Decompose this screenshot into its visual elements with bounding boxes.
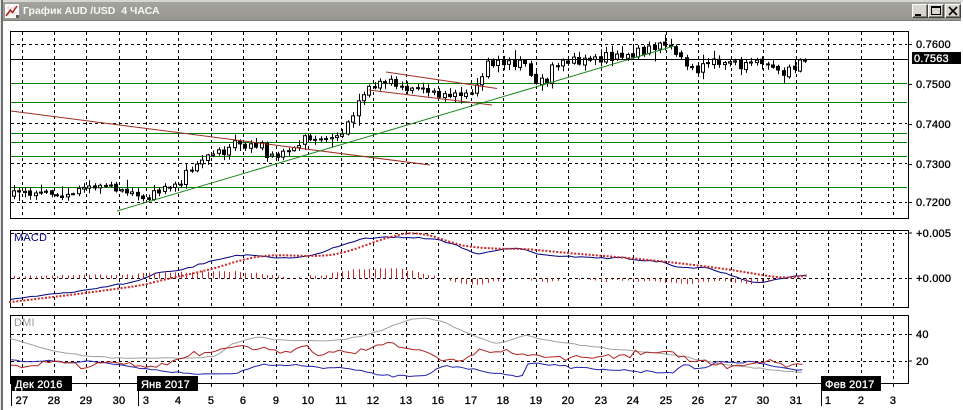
svg-text:0.7400: 0.7400 (916, 119, 951, 131)
svg-text:3: 3 (890, 395, 896, 407)
svg-text:23: 23 (595, 395, 608, 407)
svg-text:27: 27 (725, 395, 738, 407)
svg-text:12: 12 (367, 395, 380, 407)
svg-text:Янв 2017: Янв 2017 (141, 379, 190, 391)
svg-text:20: 20 (916, 356, 929, 368)
svg-text:9: 9 (273, 395, 279, 407)
svg-text:Дек 2016: Дек 2016 (15, 379, 63, 391)
svg-text:40: 40 (916, 329, 929, 341)
svg-text:MACD: MACD (14, 232, 47, 244)
svg-text:5: 5 (208, 395, 214, 407)
svg-text:0.7300: 0.7300 (916, 159, 951, 171)
svg-text:Фев 2017: Фев 2017 (825, 379, 874, 391)
svg-text:6: 6 (240, 395, 246, 407)
svg-text:13: 13 (400, 395, 413, 407)
svg-text:18: 18 (497, 395, 510, 407)
svg-text:19: 19 (530, 395, 543, 407)
svg-text:1: 1 (825, 395, 831, 407)
svg-text:31: 31 (790, 395, 803, 407)
svg-text:26: 26 (692, 395, 705, 407)
svg-text:2: 2 (858, 395, 864, 407)
svg-text:11: 11 (335, 395, 347, 407)
svg-text:10: 10 (302, 395, 315, 407)
svg-text:25: 25 (660, 395, 673, 407)
svg-text:4: 4 (175, 395, 181, 407)
svg-text:DMI: DMI (14, 317, 35, 329)
svg-text:3: 3 (143, 395, 149, 407)
svg-text:24: 24 (627, 395, 640, 407)
svg-text:0.7600: 0.7600 (916, 39, 951, 51)
svg-text:30: 30 (757, 395, 770, 407)
svg-text:29: 29 (80, 395, 93, 407)
svg-text:16: 16 (432, 395, 445, 407)
svg-text:0.7563: 0.7563 (914, 53, 949, 65)
svg-text:30: 30 (113, 395, 126, 407)
svg-text:20: 20 (562, 395, 575, 407)
svg-text:17: 17 (465, 395, 478, 407)
svg-text:+0.000: +0.000 (916, 273, 951, 285)
svg-text:0.7200: 0.7200 (916, 197, 951, 209)
svg-text:27: 27 (16, 395, 29, 407)
svg-text:28: 28 (48, 395, 61, 407)
svg-text:0.7500: 0.7500 (916, 79, 951, 91)
svg-text:+0.005: +0.005 (916, 228, 951, 240)
